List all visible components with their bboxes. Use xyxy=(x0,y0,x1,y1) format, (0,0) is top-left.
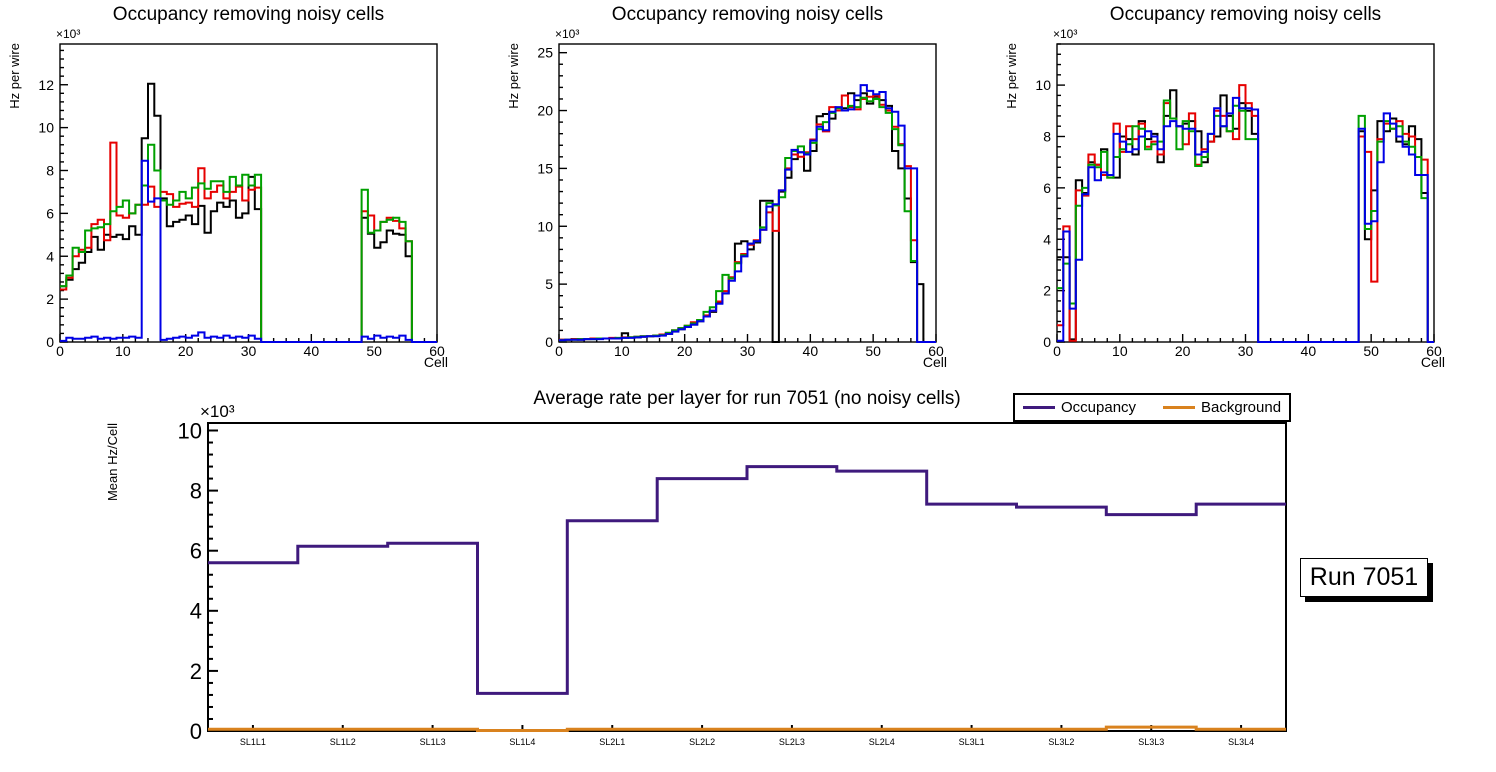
svg-text:40: 40 xyxy=(803,343,819,359)
y-axis-multiplier: ×10³ xyxy=(555,27,580,41)
svg-text:20: 20 xyxy=(677,343,693,359)
svg-text:0: 0 xyxy=(190,719,202,744)
pad-top-2: Occupancy removing noisy cells Hz per wi… xyxy=(499,0,998,386)
svg-text:2: 2 xyxy=(46,291,54,307)
svg-text:10: 10 xyxy=(1112,343,1128,359)
pad-top-1: Occupancy removing noisy cells Hz per wi… xyxy=(0,0,499,386)
svg-text:10: 10 xyxy=(38,120,54,136)
svg-text:SL2L1: SL2L1 xyxy=(599,737,625,747)
svg-text:40: 40 xyxy=(304,343,320,359)
histogram-plot-1: 0 2 4 6 8 10 12 0 10 20 30 40 50 60 xyxy=(38,43,445,359)
svg-text:25: 25 xyxy=(537,45,553,61)
svg-text:20: 20 xyxy=(1175,343,1191,359)
rate-per-layer-plot: 0 2 4 6 8 10 SL1L1 SL1L2 SL1L3 SL1L4 SL2L1 SL2L2 SL2… xyxy=(178,418,1287,747)
run-number-label: Run 7051 xyxy=(1300,558,1428,597)
svg-text:60: 60 xyxy=(928,343,944,359)
svg-text:0: 0 xyxy=(1053,343,1061,359)
legend-entry-occupancy: Occupancy xyxy=(1023,395,1136,420)
svg-text:50: 50 xyxy=(865,343,881,359)
x-axis-title: Cell xyxy=(922,354,947,370)
svg-text:4: 4 xyxy=(1043,231,1051,247)
y-axis-multiplier: ×10³ xyxy=(1053,27,1078,41)
svg-text:0: 0 xyxy=(545,334,553,350)
svg-text:SL3L2: SL3L2 xyxy=(1048,737,1074,747)
svg-text:SL1L2: SL1L2 xyxy=(330,737,356,747)
svg-text:0: 0 xyxy=(46,334,54,350)
svg-text:10: 10 xyxy=(178,418,202,443)
svg-text:2: 2 xyxy=(1043,283,1051,299)
chart-title: Occupancy removing noisy cells xyxy=(112,4,385,25)
svg-text:4: 4 xyxy=(190,599,202,624)
svg-text:60: 60 xyxy=(1426,343,1442,359)
svg-text:SL2L2: SL2L2 xyxy=(689,737,715,747)
svg-text:0: 0 xyxy=(555,343,563,359)
legend-label: Occupancy xyxy=(1061,399,1137,416)
svg-text:40: 40 xyxy=(1301,343,1317,359)
chart-title: Occupancy removing noisy cells xyxy=(1109,4,1382,25)
svg-text:0: 0 xyxy=(1043,334,1051,350)
svg-text:SL1L4: SL1L4 xyxy=(509,737,535,747)
y-axis-multiplier: ×10³ xyxy=(200,402,235,421)
svg-text:0: 0 xyxy=(56,343,64,359)
svg-text:SL1L1: SL1L1 xyxy=(240,737,266,747)
svg-text:2: 2 xyxy=(190,659,202,684)
x-axis-title: Cell xyxy=(423,354,448,370)
svg-text:50: 50 xyxy=(1363,343,1379,359)
pad-bottom: Average rate per layer for run 7051 (no … xyxy=(0,386,1496,772)
legend-label: Background xyxy=(1201,399,1282,416)
svg-text:SL3L4: SL3L4 xyxy=(1228,737,1254,747)
svg-text:6: 6 xyxy=(1043,180,1051,196)
svg-text:8: 8 xyxy=(190,479,202,504)
background-line-swatch xyxy=(1163,406,1195,409)
svg-text:SL2L3: SL2L3 xyxy=(779,737,805,747)
svg-text:12: 12 xyxy=(38,77,54,93)
svg-text:10: 10 xyxy=(1035,77,1051,93)
histogram-plot-3: 0 2 4 6 8 10 0 10 20 30 40 50 60 xyxy=(1035,43,1442,359)
svg-text:4: 4 xyxy=(46,248,54,264)
svg-text:20: 20 xyxy=(537,103,553,119)
svg-text:10: 10 xyxy=(537,218,553,234)
svg-text:6: 6 xyxy=(46,205,54,221)
svg-text:10: 10 xyxy=(115,343,131,359)
chart-title: Average rate per layer for run 7051 (no … xyxy=(533,388,961,409)
svg-text:SL2L4: SL2L4 xyxy=(869,737,895,747)
y-axis-multiplier: ×10³ xyxy=(56,27,81,41)
svg-text:60: 60 xyxy=(429,343,445,359)
chart-title: Occupancy removing noisy cells xyxy=(611,4,884,25)
svg-text:30: 30 xyxy=(241,343,257,359)
svg-text:20: 20 xyxy=(178,343,194,359)
svg-text:8: 8 xyxy=(46,163,54,179)
svg-text:50: 50 xyxy=(366,343,382,359)
svg-text:10: 10 xyxy=(614,343,630,359)
x-axis-title: Cell xyxy=(1420,354,1445,370)
occupancy-line-swatch xyxy=(1023,406,1055,409)
svg-text:SL1L3: SL1L3 xyxy=(420,737,446,747)
svg-text:15: 15 xyxy=(537,160,553,176)
svg-text:30: 30 xyxy=(1238,343,1254,359)
svg-text:30: 30 xyxy=(740,343,756,359)
svg-text:8: 8 xyxy=(1043,129,1051,145)
svg-text:SL3L3: SL3L3 xyxy=(1138,737,1164,747)
svg-text:SL3L1: SL3L1 xyxy=(959,737,985,747)
histogram-plot-2: 0 5 10 15 20 25 0 10 20 30 40 50 60 xyxy=(537,43,944,359)
svg-text:6: 6 xyxy=(190,539,202,564)
svg-text:5: 5 xyxy=(545,276,553,292)
pad-top-3: Occupancy removing noisy cells Hz per wi… xyxy=(997,0,1496,386)
legend-entry-background: Background xyxy=(1163,395,1281,420)
legend-box: Occupancy Background xyxy=(1013,393,1291,422)
